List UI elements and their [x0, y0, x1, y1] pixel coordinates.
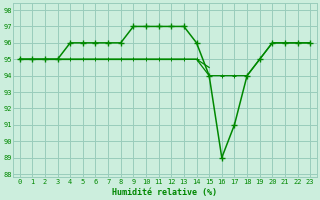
- X-axis label: Humidité relative (%): Humidité relative (%): [112, 188, 218, 197]
